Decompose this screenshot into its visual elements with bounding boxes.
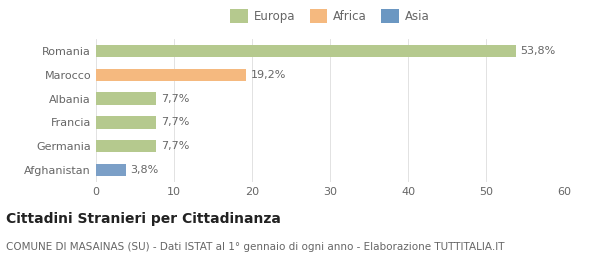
Text: COMUNE DI MASAINAS (SU) - Dati ISTAT al 1° gennaio di ogni anno - Elaborazione T: COMUNE DI MASAINAS (SU) - Dati ISTAT al … — [6, 242, 505, 252]
Bar — [96, 92, 156, 105]
Text: 7,7%: 7,7% — [161, 118, 189, 127]
Bar — [96, 140, 156, 152]
Text: 19,2%: 19,2% — [250, 70, 286, 80]
Bar — [96, 69, 246, 81]
Bar — [96, 116, 156, 129]
Bar — [96, 45, 515, 57]
Text: 53,8%: 53,8% — [520, 46, 556, 56]
Text: Cittadini Stranieri per Cittadinanza: Cittadini Stranieri per Cittadinanza — [6, 212, 281, 226]
Legend: Europa, Africa, Asia: Europa, Africa, Asia — [226, 4, 434, 27]
Text: 7,7%: 7,7% — [161, 141, 189, 151]
Text: 7,7%: 7,7% — [161, 94, 189, 103]
Bar — [96, 164, 125, 176]
Text: 3,8%: 3,8% — [130, 165, 158, 175]
